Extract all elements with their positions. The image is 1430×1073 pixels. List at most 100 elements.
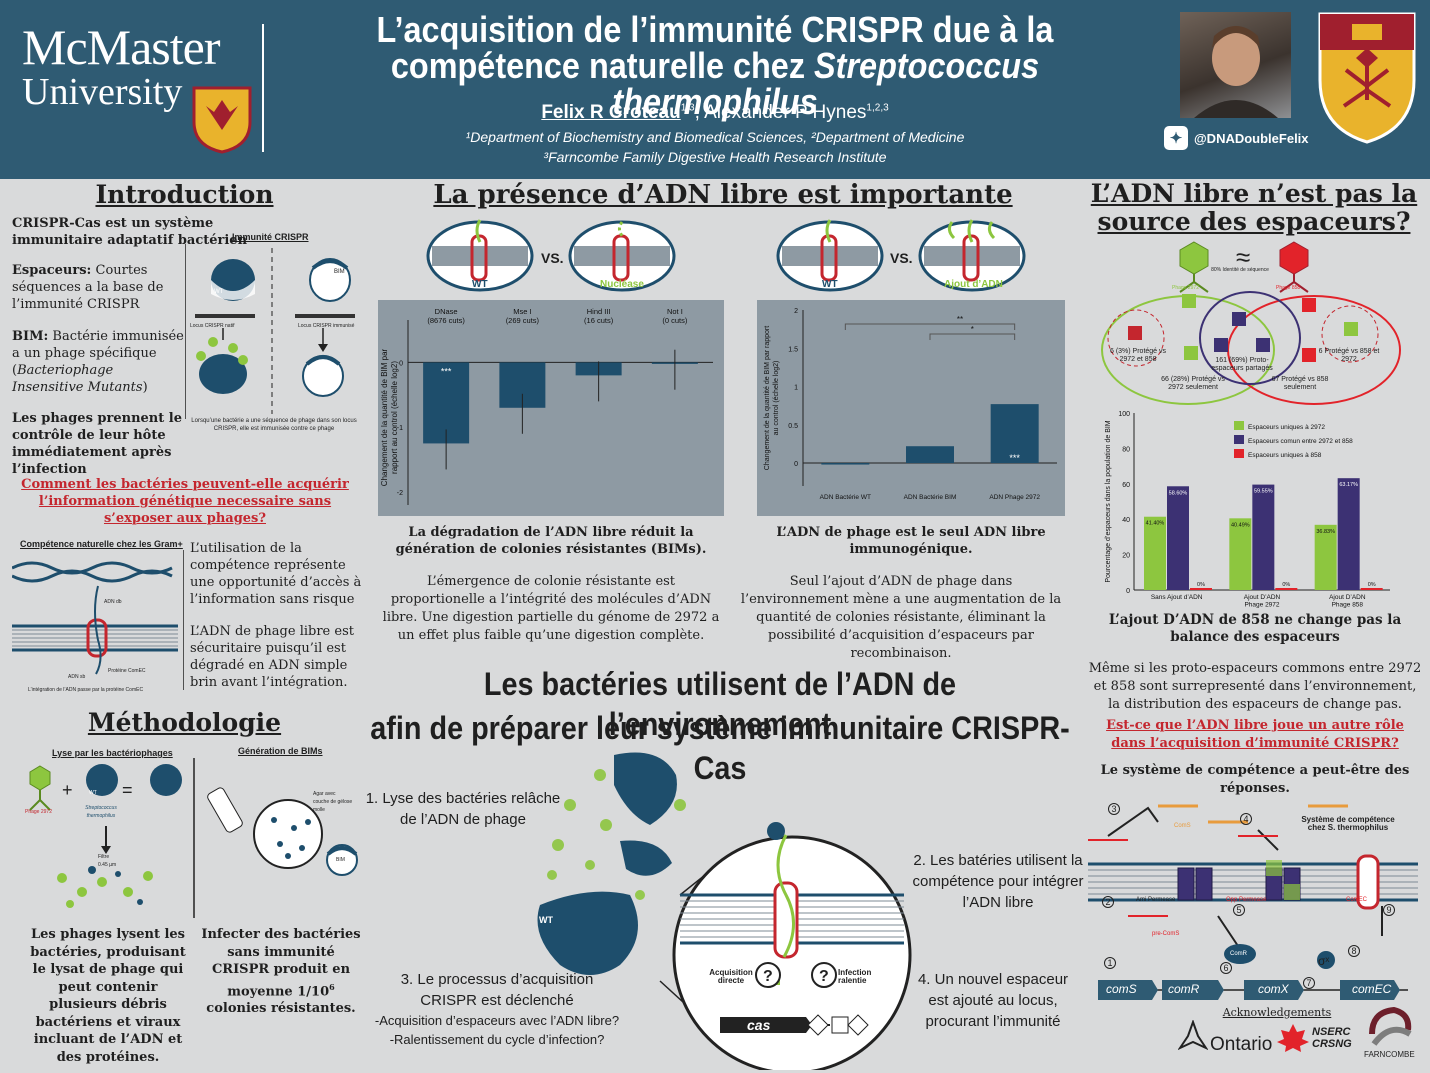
chart3-data-label: 41.40% bbox=[1146, 521, 1165, 527]
chart3-bar bbox=[1144, 516, 1166, 590]
center-heading: La présence d’ADN libre est importante bbox=[433, 180, 1013, 210]
venn-v5: 67 Protégé vs 858 seulement bbox=[1271, 376, 1329, 391]
venn-ident: 80% Identité de séquence bbox=[1211, 267, 1269, 273]
chart1-xlabel-sub: (0 cuts) bbox=[662, 316, 688, 325]
chart1-sig: *** bbox=[441, 366, 452, 376]
mech-cas: cas bbox=[747, 1017, 771, 1033]
chart3-xlabel: Ajout D’ADN bbox=[1329, 594, 1366, 601]
chart2-ylabel: Changement de la quantité de BIM par rap… bbox=[764, 326, 780, 470]
chart1-ytick: 0 bbox=[399, 360, 403, 367]
sys-comr: ComR bbox=[1230, 951, 1248, 957]
chart3-xlabel: Sans Ajout d’ADN bbox=[1151, 594, 1203, 601]
chart2-ytick: 1.5 bbox=[788, 346, 798, 353]
ontario-logo: Ontario bbox=[1210, 1034, 1273, 1055]
gene-comx: comX bbox=[1258, 982, 1289, 996]
mem-wt-2: WT bbox=[822, 279, 838, 290]
competence-figure bbox=[12, 550, 184, 690]
chart3-bar bbox=[1167, 486, 1189, 590]
chart3-bar bbox=[1314, 524, 1337, 590]
mem-ajout: Ajout d’ADN bbox=[944, 279, 1003, 290]
step-1: 1. Lyse des bactéries relâche de l’ADN d… bbox=[365, 790, 561, 828]
step-2: 2. Les batéries utilisent la compétence … bbox=[912, 852, 1084, 911]
sys-num-1: 1 bbox=[1104, 957, 1116, 969]
sys-precoms: pre-ComS bbox=[1152, 931, 1180, 937]
venn-v4: 66 (28%) Protégé vs 2972 seulement bbox=[1161, 376, 1225, 391]
sys-num-8: 8 bbox=[1348, 945, 1360, 957]
right-heading: L’ADN libre n’est pas la source des espa… bbox=[1090, 179, 1418, 236]
chart1-ylabel-l2: rapport au control (échelle log2) bbox=[390, 361, 399, 474]
comp-adn-sb: ADN sb bbox=[68, 674, 86, 680]
chart2-bracket-sig-2: * bbox=[971, 325, 974, 334]
twitter-handle[interactable]: ✦ @DNADoubleFelix bbox=[1164, 126, 1309, 150]
crispr-immunity-figure bbox=[185, 244, 355, 419]
svg-text:?: ? bbox=[763, 968, 773, 985]
chart-adn-phage: 0 0.5 1 1.5 2 ADN Bactérie WT ADN Bactérie BIM… bbox=[757, 300, 1065, 516]
farncombe-label: FARNCOMBE bbox=[1364, 1050, 1415, 1059]
chart3-legend-label: Espaceurs uniques à 858 bbox=[1248, 452, 1322, 459]
chart1-title: La dégradation de l’ADN libre réduit la … bbox=[395, 525, 707, 557]
chart1-ylabel-l1: Changement de la quantité de BIM par bbox=[380, 348, 389, 486]
big-title-2: afin de préparer leur système immunitair… bbox=[370, 710, 1070, 786]
comp-proteine: Protéine ComEC bbox=[108, 668, 146, 674]
mechanism-figure: ? ? bbox=[537, 752, 912, 1070]
gene-comr: comR bbox=[1168, 982, 1200, 996]
step-3: 3. Le processus d’acquisition CRISPR est… bbox=[374, 971, 620, 1047]
affiliations: ¹Department of Biochemistry and Biomedic… bbox=[465, 129, 965, 165]
trillium-icon bbox=[1178, 1020, 1208, 1051]
sys-opp: Opp Permease bbox=[1226, 897, 1267, 903]
venn-v1: 6 (3%) Protégé vs 2972 et 858 bbox=[1109, 348, 1167, 363]
farncombe-logo-icon bbox=[1369, 1006, 1412, 1046]
chart2-bracket-sig-1: ** bbox=[957, 315, 963, 324]
venn-v2: 161 (69%) Proto-espaceurs partagés bbox=[1211, 357, 1273, 372]
chart2-ylabel-l2: au control (échelle log2) bbox=[773, 361, 780, 436]
chart1-ytick: -2 bbox=[397, 490, 403, 497]
sys-num-3: 3 bbox=[1108, 803, 1120, 815]
chart2-svg: 0 0.5 1 1.5 2 ADN Bactérie WT ADN Bactérie BIM… bbox=[764, 308, 1057, 501]
membrane-diagram-1 bbox=[426, 219, 676, 292]
chart1-ylabel: Changement de la quantité de BIM parrapp… bbox=[380, 348, 399, 486]
svg-text:≈: ≈ bbox=[1236, 242, 1250, 272]
chart3-ylabel: Pourcentage d’espaceurs dans la populati… bbox=[1105, 420, 1112, 582]
intro-p4: Les phages prennent le contrôle de leur … bbox=[12, 411, 183, 477]
svg-text:+: + bbox=[62, 780, 73, 800]
svg-text:=: = bbox=[122, 780, 133, 800]
chart3-data-label: 36.83% bbox=[1316, 529, 1335, 535]
membrane-diagram-2 bbox=[776, 219, 1026, 292]
chart1-xlabel: Not I bbox=[667, 307, 683, 316]
sys-num-4: 4 bbox=[1240, 813, 1252, 825]
chart3-bar bbox=[1190, 588, 1212, 590]
venn-phage2972: Phage 2972 bbox=[1172, 285, 1199, 291]
logo-divider bbox=[262, 24, 264, 152]
chart3-data-label: 59.55% bbox=[1254, 489, 1273, 495]
competence-system-figure bbox=[1088, 804, 1418, 1000]
chart1-text: L’émergence de colonie résistante est pr… bbox=[382, 574, 720, 643]
chart3-ytick: 80 bbox=[1122, 446, 1130, 453]
chart2-bracket-1 bbox=[844, 323, 1016, 330]
chart1-xlabel-sub: (269 cuts) bbox=[506, 316, 540, 325]
chart3-ytick: 60 bbox=[1122, 482, 1130, 489]
comp-caption: L’intégration de l’ADN passe par la prot… bbox=[28, 687, 144, 693]
chart3-data-label: 63.17% bbox=[1339, 482, 1358, 488]
venn-v3: 6 Protégé vs 858 et 2972 bbox=[1318, 348, 1380, 363]
chart2-ylabel-l1: Changement de la quantité de BIM par rap… bbox=[764, 326, 771, 470]
mech-acq: Acquisition directe bbox=[709, 968, 753, 985]
poster-title: L’acquisition de l’immunité CRISPR due à… bbox=[376, 9, 1054, 122]
chart1-xlabel: Mse I bbox=[513, 307, 531, 316]
chart2-ytick: 0.5 bbox=[788, 423, 798, 430]
vs-label-1: VS. bbox=[541, 250, 564, 266]
chart3-legend-swatch bbox=[1234, 421, 1244, 430]
fig-caption: Lorsqu’une bactérie a une séquence de ph… bbox=[191, 418, 357, 432]
competence-fig-title: Compétence naturelle chez les Gram+ bbox=[20, 539, 183, 549]
methods-filtre: Filtre 0.45 µm bbox=[98, 854, 117, 868]
chart3-data-label: 0% bbox=[1282, 582, 1290, 588]
sys-sigma: σˣ bbox=[1318, 954, 1330, 968]
chart3-bar bbox=[1360, 588, 1383, 590]
intro-question: Comment les bactéries peuvent-elle acqué… bbox=[21, 477, 349, 526]
fig-locus-immune: Locus CRISPR immunisé bbox=[298, 323, 355, 329]
methods-caption-1: Les phages lysent les bactéries, produis… bbox=[30, 927, 186, 1065]
methods-heading: Méthodologie bbox=[87, 708, 282, 737]
author-photo bbox=[1180, 12, 1291, 118]
chart3-legend-label: Espaceurs uniques à 2972 bbox=[1248, 424, 1325, 431]
chart3-ytick: 40 bbox=[1122, 517, 1130, 524]
big-title-1: Les bactéries utilisent de l’ADN de l’en… bbox=[483, 666, 957, 742]
